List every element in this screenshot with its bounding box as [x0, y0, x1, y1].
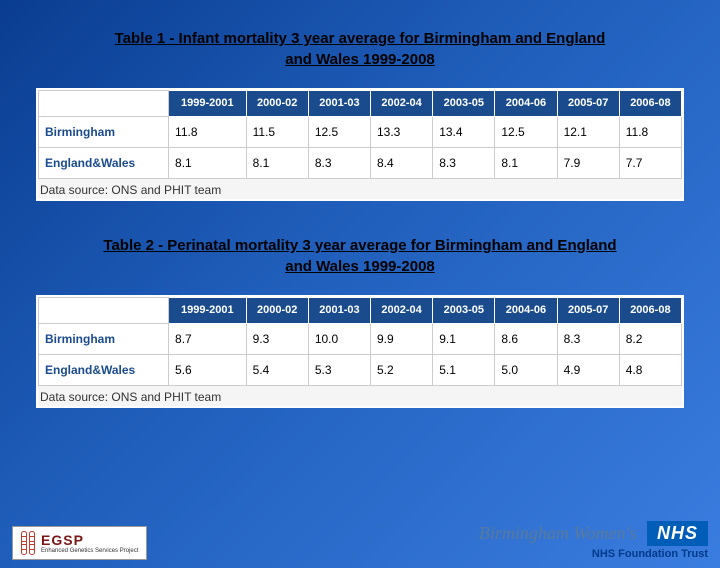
cell: 9.9: [371, 324, 433, 355]
table1-col: 2000-02: [246, 91, 308, 117]
cell: 4.9: [557, 355, 619, 386]
table-row: Birmingham 11.8 11.5 12.5 13.3 13.4 12.5…: [39, 117, 682, 148]
cell: 5.3: [308, 355, 370, 386]
egsp-full: Enhanced Genetics Services Project: [41, 548, 138, 554]
table2-col: 2002-04: [371, 298, 433, 324]
table2-container: 1999-2001 2000-02 2001-03 2002-04 2003-0…: [36, 295, 684, 408]
cell: 8.6: [495, 324, 557, 355]
table1-title: Table 1 - Infant mortality 3 year averag…: [0, 28, 720, 70]
table1-col: 2005-07: [557, 91, 619, 117]
table1-col: 1999-2001: [169, 91, 247, 117]
cell: 8.2: [619, 324, 681, 355]
dna-icon: [21, 531, 35, 555]
table-row: England&Wales 8.1 8.1 8.3 8.4 8.3 8.1 7.…: [39, 148, 682, 179]
nhs-badge: NHS: [647, 521, 708, 546]
cell: 7.7: [619, 148, 681, 179]
row-label: England&Wales: [39, 355, 169, 386]
cell: 10.0: [308, 324, 370, 355]
cell: 5.0: [495, 355, 557, 386]
table-row: Birmingham 8.7 9.3 10.0 9.9 9.1 8.6 8.3 …: [39, 324, 682, 355]
table1-col: 2006-08: [619, 91, 681, 117]
table2-col: 2001-03: [308, 298, 370, 324]
table2-col: 2003-05: [433, 298, 495, 324]
nhs-foundation-trust-label: NHS Foundation Trust: [479, 548, 708, 560]
cell: 13.4: [433, 117, 495, 148]
cell: 8.3: [433, 148, 495, 179]
cell: 11.5: [246, 117, 308, 148]
table1-col: 2003-05: [433, 91, 495, 117]
table1: 1999-2001 2000-02 2001-03 2002-04 2003-0…: [38, 90, 682, 179]
cell: 11.8: [169, 117, 247, 148]
cell: 8.1: [169, 148, 247, 179]
cell: 8.3: [308, 148, 370, 179]
cell: 12.5: [495, 117, 557, 148]
cell: 11.8: [619, 117, 681, 148]
cell: 13.3: [371, 117, 433, 148]
table2-title: Table 2 - Perinatal mortality 3 year ave…: [0, 235, 720, 277]
table2-col: 2006-08: [619, 298, 681, 324]
cell: 8.3: [557, 324, 619, 355]
cell: 8.7: [169, 324, 247, 355]
row-label: Birmingham: [39, 324, 169, 355]
table1-source: Data source: ONS and PHIT team: [38, 179, 682, 199]
cell: 5.1: [433, 355, 495, 386]
nhs-logo-block: Birmingham Women's NHS NHS Foundation Tr…: [479, 521, 708, 560]
table2-source: Data source: ONS and PHIT team: [38, 386, 682, 406]
cell: 9.1: [433, 324, 495, 355]
table1-col: 2002-04: [371, 91, 433, 117]
cell: 8.1: [495, 148, 557, 179]
birmingham-womens-label: Birmingham Women's: [479, 523, 637, 544]
table-row: England&Wales 5.6 5.4 5.3 5.2 5.1 5.0 4.…: [39, 355, 682, 386]
cell: 5.6: [169, 355, 247, 386]
table2-col: 2004-06: [495, 298, 557, 324]
row-label: Birmingham: [39, 117, 169, 148]
cell: 7.9: [557, 148, 619, 179]
table1-blank-header: [39, 91, 169, 117]
table2: 1999-2001 2000-02 2001-03 2002-04 2003-0…: [38, 297, 682, 386]
cell: 9.3: [246, 324, 308, 355]
cell: 5.4: [246, 355, 308, 386]
cell: 8.4: [371, 148, 433, 179]
cell: 8.1: [246, 148, 308, 179]
table2-col: 1999-2001: [169, 298, 247, 324]
table1-col: 2004-06: [495, 91, 557, 117]
egsp-logo: EGSP Enhanced Genetics Services Project: [12, 526, 147, 560]
cell: 4.8: [619, 355, 681, 386]
table1-container: 1999-2001 2000-02 2001-03 2002-04 2003-0…: [36, 88, 684, 201]
egsp-acronym: EGSP: [41, 532, 138, 548]
cell: 12.1: [557, 117, 619, 148]
table2-col: 2005-07: [557, 298, 619, 324]
row-label: England&Wales: [39, 148, 169, 179]
table2-col: 2000-02: [246, 298, 308, 324]
table2-blank-header: [39, 298, 169, 324]
footer: EGSP Enhanced Genetics Services Project …: [0, 521, 720, 560]
cell: 12.5: [308, 117, 370, 148]
table1-col: 2001-03: [308, 91, 370, 117]
cell: 5.2: [371, 355, 433, 386]
